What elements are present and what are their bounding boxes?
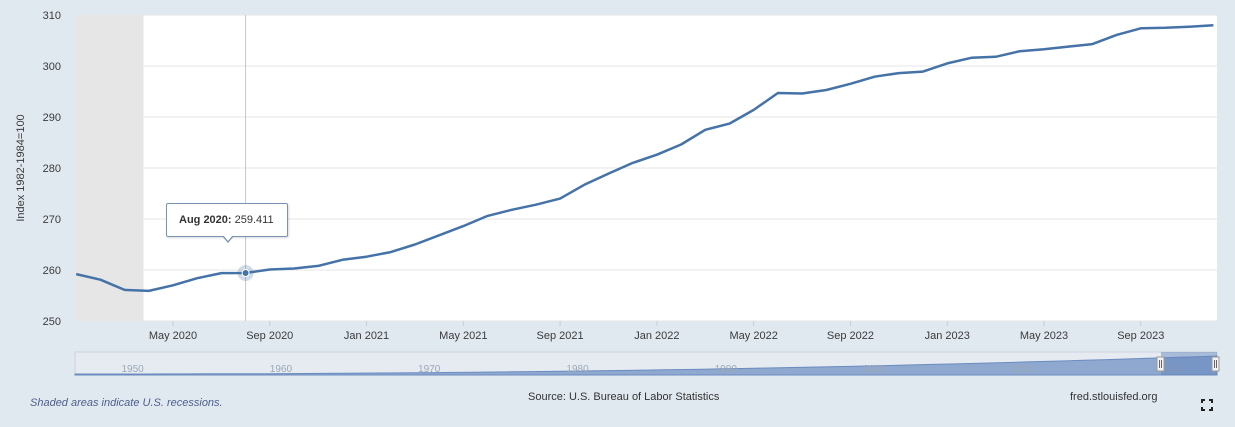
y-tick-label: 260 bbox=[43, 265, 61, 277]
tooltip-arrow-inner bbox=[223, 235, 233, 241]
y-axis-label: Index 1982-1984=100 bbox=[15, 114, 27, 221]
x-tick-label: Sep 2023 bbox=[1117, 330, 1164, 342]
y-tick-label: 300 bbox=[43, 61, 61, 73]
x-tick-label: Jan 2021 bbox=[344, 330, 389, 342]
x-tick-label: Sep 2021 bbox=[537, 330, 584, 342]
navigator-year-label: 2000 bbox=[863, 364, 886, 375]
navigator-series-area bbox=[74, 355, 1218, 376]
x-tick-label: Jan 2022 bbox=[634, 330, 679, 342]
navigator-year-label: 2020 bbox=[1160, 364, 1183, 375]
navigator-year-label: 2010 bbox=[1011, 364, 1034, 375]
series-line bbox=[75, 23, 1214, 293]
tooltip-value: 259.411 bbox=[234, 214, 274, 226]
navigator-year-label: 1980 bbox=[566, 364, 589, 375]
x-axis-ticks: May 2020 Sep 2020 Jan 2021 May 2021 Sep 2021… bbox=[149, 321, 1164, 342]
navigator-selected-range[interactable] bbox=[1161, 352, 1217, 375]
fullscreen-icon[interactable] bbox=[1201, 398, 1213, 411]
navigator-year-label: 1950 bbox=[121, 364, 144, 375]
navigator-handle-right[interactable] bbox=[1211, 356, 1220, 372]
navigator-year-label: 1970 bbox=[418, 364, 441, 375]
navigator-year-label: 1990 bbox=[715, 364, 738, 375]
source-credit: Source: U.S. Bureau of Labor Statistics bbox=[528, 391, 720, 403]
navigator[interactable]: 1950 1960 1970 1980 1990 2000 2010 2020 bbox=[74, 351, 1220, 376]
y-tick-label: 270 bbox=[43, 214, 61, 226]
recession-note: Shaded areas indicate U.S. recessions. bbox=[30, 397, 223, 409]
hover-point bbox=[241, 269, 250, 278]
x-tick-label: Sep 2020 bbox=[246, 330, 293, 342]
x-tick-label: May 2021 bbox=[439, 330, 487, 342]
x-tick-label: May 2022 bbox=[730, 330, 778, 342]
tooltip-label: Aug 2020: bbox=[179, 214, 232, 226]
y-tick-label: 310 bbox=[43, 10, 61, 22]
x-tick-label: May 2020 bbox=[149, 330, 197, 342]
navigator-handle-left[interactable] bbox=[1156, 356, 1165, 372]
y-tick-label: 280 bbox=[43, 163, 61, 175]
y-tick-label: 250 bbox=[43, 316, 61, 328]
site-link[interactable]: fred.stlouisfed.org bbox=[1070, 391, 1158, 403]
grid-layer bbox=[75, 14, 1217, 322]
series-layer bbox=[75, 23, 1214, 293]
x-tick-label: May 2023 bbox=[1020, 330, 1068, 342]
x-tick-label: Sep 2022 bbox=[827, 330, 874, 342]
x-tick-label: Jan 2023 bbox=[925, 330, 970, 342]
navigator-years: 1950 1960 1970 1980 1990 2000 2010 2020 bbox=[121, 364, 1182, 375]
y-axis-ticks: 250 260 270 280 290 300 310 bbox=[43, 10, 61, 328]
navigator-year-label: 1960 bbox=[270, 364, 293, 375]
data-tooltip: Aug 2020: 259.411 bbox=[166, 203, 288, 243]
y-tick-label: 290 bbox=[43, 112, 61, 124]
